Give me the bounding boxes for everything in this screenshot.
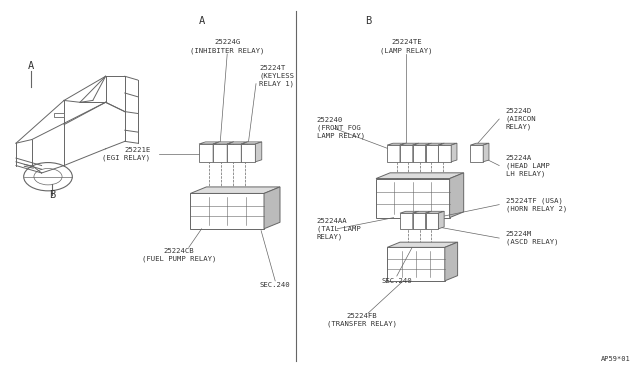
- Polygon shape: [213, 144, 227, 162]
- Polygon shape: [483, 143, 489, 162]
- Polygon shape: [426, 213, 438, 229]
- Text: 25224FB
(TRANSFER RELAY): 25224FB (TRANSFER RELAY): [326, 313, 397, 327]
- Polygon shape: [426, 143, 444, 145]
- Polygon shape: [438, 143, 457, 145]
- Polygon shape: [54, 113, 64, 117]
- Text: 25224A
(HEAD LAMP
LH RELAY): 25224A (HEAD LAMP LH RELAY): [506, 154, 549, 177]
- Polygon shape: [438, 143, 444, 162]
- Polygon shape: [426, 211, 444, 213]
- Polygon shape: [400, 213, 413, 229]
- Polygon shape: [191, 193, 264, 229]
- Text: 25224G
(INHIBITER RELAY): 25224G (INHIBITER RELAY): [190, 39, 264, 54]
- Polygon shape: [413, 211, 431, 213]
- Polygon shape: [426, 145, 438, 162]
- Polygon shape: [387, 242, 458, 247]
- Text: 25224AA
(TAIL LAMP
RELAY): 25224AA (TAIL LAMP RELAY): [317, 218, 360, 240]
- Polygon shape: [426, 211, 431, 229]
- Polygon shape: [413, 143, 431, 145]
- Polygon shape: [191, 187, 280, 193]
- Polygon shape: [213, 142, 220, 162]
- Polygon shape: [445, 242, 458, 281]
- Text: 25224TF (USA)
(HORN RELAY 2): 25224TF (USA) (HORN RELAY 2): [506, 198, 567, 212]
- Polygon shape: [387, 247, 445, 281]
- Text: SEC.240: SEC.240: [381, 278, 412, 284]
- Polygon shape: [376, 179, 450, 218]
- Polygon shape: [255, 142, 262, 162]
- Text: B: B: [365, 16, 371, 26]
- Polygon shape: [450, 173, 463, 218]
- Polygon shape: [438, 211, 444, 229]
- Text: 252240
(FRONT FOG
LAMP RELAY): 252240 (FRONT FOG LAMP RELAY): [317, 117, 365, 140]
- Polygon shape: [400, 143, 406, 162]
- Text: A: A: [28, 61, 34, 71]
- Text: A: A: [198, 16, 205, 26]
- Polygon shape: [400, 143, 419, 145]
- Polygon shape: [241, 144, 255, 162]
- Polygon shape: [426, 143, 431, 162]
- Polygon shape: [413, 143, 419, 162]
- Polygon shape: [213, 142, 234, 144]
- Polygon shape: [470, 145, 483, 162]
- Text: 25224TE
(LAMP RELAY): 25224TE (LAMP RELAY): [380, 39, 433, 54]
- Text: B: B: [49, 190, 56, 200]
- Polygon shape: [400, 211, 419, 213]
- Text: 25224M
(ASCD RELAY): 25224M (ASCD RELAY): [506, 231, 558, 245]
- Polygon shape: [227, 142, 248, 144]
- Polygon shape: [227, 142, 234, 162]
- Polygon shape: [387, 145, 400, 162]
- Polygon shape: [241, 142, 248, 162]
- Polygon shape: [451, 143, 457, 162]
- Polygon shape: [199, 142, 220, 144]
- Polygon shape: [376, 173, 463, 179]
- Text: 25224D
(AIRCON
RELAY): 25224D (AIRCON RELAY): [506, 108, 536, 130]
- Text: 25224T
(KEYLESS
RELAY 1): 25224T (KEYLESS RELAY 1): [259, 65, 294, 87]
- Polygon shape: [438, 145, 451, 162]
- Polygon shape: [387, 143, 406, 145]
- Polygon shape: [241, 142, 262, 144]
- Text: 25221E
(EGI RELAY): 25221E (EGI RELAY): [102, 147, 150, 161]
- Polygon shape: [400, 145, 413, 162]
- Text: 25224CB
(FUEL PUMP RELAY): 25224CB (FUEL PUMP RELAY): [142, 248, 216, 262]
- Polygon shape: [199, 144, 213, 162]
- Polygon shape: [227, 144, 241, 162]
- Text: SEC.240: SEC.240: [260, 282, 291, 288]
- Polygon shape: [264, 187, 280, 229]
- Polygon shape: [413, 213, 426, 229]
- Text: AP59*01: AP59*01: [601, 356, 630, 362]
- Polygon shape: [413, 211, 419, 229]
- Polygon shape: [470, 143, 489, 145]
- Polygon shape: [413, 145, 426, 162]
